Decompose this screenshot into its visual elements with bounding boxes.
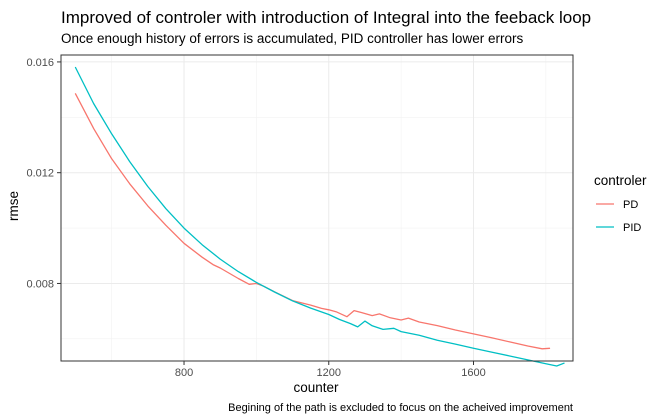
y-axis-title: rmse bbox=[6, 191, 21, 221]
chart-subtitle: Once enough history of errors is accumul… bbox=[61, 31, 523, 46]
chart-caption: Begining of the path is excluded to focu… bbox=[228, 402, 573, 414]
series-line-pid bbox=[74, 66, 565, 367]
series-layer bbox=[74, 66, 565, 367]
legend: controler PD PID bbox=[594, 173, 647, 238]
grid-minor bbox=[61, 55, 573, 361]
legend-label-pd: PD bbox=[623, 199, 638, 211]
plot-background bbox=[61, 55, 573, 361]
plot-panel bbox=[60, 54, 574, 367]
y-tick-label: 0.016 bbox=[26, 57, 54, 69]
chart-title: Improved of controler with introduction … bbox=[61, 8, 591, 27]
x-axis: 800 1200 1600 bbox=[175, 361, 486, 379]
x-tick-label: 800 bbox=[175, 367, 193, 379]
x-tick-label: 1200 bbox=[317, 367, 341, 379]
y-tick-label: 0.012 bbox=[26, 168, 54, 180]
y-axis: 0.008 0.012 0.016 bbox=[26, 57, 61, 290]
x-tick-label: 1600 bbox=[461, 367, 485, 379]
x-axis-title: counter bbox=[293, 380, 339, 395]
plot-border bbox=[60, 54, 574, 362]
legend-title: controler bbox=[594, 173, 647, 188]
legend-label-pid: PID bbox=[623, 222, 641, 234]
y-tick-label: 0.008 bbox=[26, 278, 54, 290]
series-line-pd bbox=[74, 93, 551, 350]
